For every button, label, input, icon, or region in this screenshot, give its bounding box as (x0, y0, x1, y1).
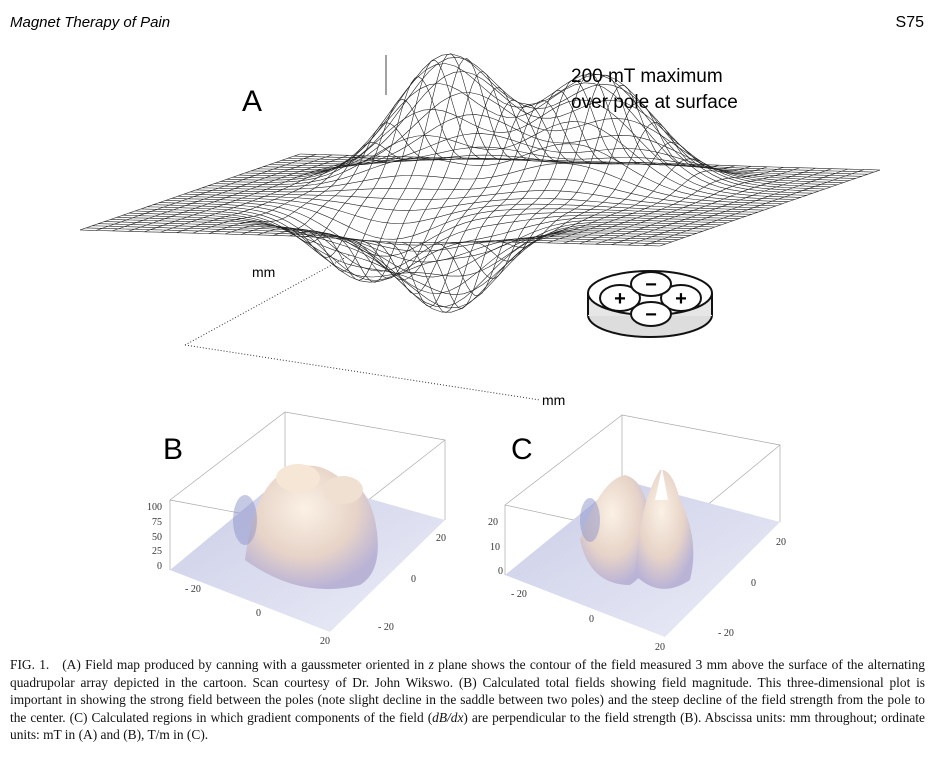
mesh-line (353, 99, 574, 281)
z-tick-label: 100 (147, 502, 162, 513)
z-tick-label: 10 (490, 542, 500, 553)
mesh-line (220, 99, 801, 198)
mesh-line (418, 79, 639, 309)
mesh-line (96, 154, 317, 231)
mesh-line (79, 153, 301, 231)
mesh-line (450, 74, 671, 279)
caption-variable: dB/dx (432, 709, 464, 725)
y-tick-label: 0 (411, 574, 416, 585)
x-tick-label: - 20 (185, 584, 201, 595)
mesh-line (273, 59, 494, 272)
x-tick-label: - 20 (511, 589, 527, 600)
y-tick-label: - 20 (718, 628, 734, 639)
caption-text: ) are perpendicular to the field strengt… (10, 709, 925, 743)
mesh-line (128, 155, 349, 232)
mesh-line (482, 102, 703, 248)
mesh-line (547, 166, 768, 244)
mesh-line (86, 227, 667, 246)
y-tick-label: 20 (776, 537, 786, 548)
z-tick-label: 75 (152, 517, 162, 528)
pole-sign: − (645, 274, 657, 296)
mesh-line (563, 167, 784, 244)
z-tick-label: 25 (152, 546, 162, 557)
mesh-line (386, 100, 607, 308)
caption-text: (A) Field map produced by canning with a… (62, 657, 429, 672)
pole-sign: + (675, 288, 687, 310)
z-tick-label: 50 (152, 532, 162, 543)
mesh-line (79, 229, 661, 247)
mesh-line (208, 142, 429, 234)
mesh-line (514, 141, 736, 243)
x-tick-label: 20 (655, 642, 665, 650)
mesh-line (196, 178, 777, 207)
field-mesh (79, 53, 881, 313)
mesh-line (659, 169, 881, 247)
mesh-line (643, 169, 864, 246)
x-tick-label: 0 (589, 614, 594, 625)
figure-caption: FIG. 1. (A) Field map produced by cannin… (10, 656, 925, 744)
pole-sign: + (614, 288, 626, 310)
x-axis (184, 344, 541, 401)
mesh-line (611, 168, 832, 245)
axis-label: mm (542, 392, 565, 408)
field-surface (580, 468, 694, 589)
mesh-line (104, 221, 685, 278)
mesh-line (627, 168, 848, 246)
caption-label: FIG. 1. (10, 657, 50, 672)
x-tick-label: 20 (320, 636, 330, 647)
mesh-line (466, 85, 687, 262)
mesh-line (293, 155, 874, 173)
mesh-line (402, 90, 623, 313)
z-tick-label: 20 (488, 517, 498, 528)
mesh-line (160, 155, 381, 233)
panel-label: A (242, 85, 262, 118)
figure: Magnet Therapy of Pain S75 A 200 mT maxi… (10, 14, 925, 650)
mesh-line (531, 158, 752, 243)
running-title: Magnet Therapy of Pain (10, 14, 170, 31)
mesh-line (257, 76, 478, 258)
mesh-line (369, 104, 591, 295)
x-tick-label: 0 (256, 608, 261, 619)
mesh-line (144, 155, 365, 233)
z-tick-label: 0 (157, 561, 162, 572)
y-tick-label: - 20 (378, 622, 394, 633)
magnet-cartoon (587, 270, 713, 338)
mesh-line (112, 154, 333, 232)
mesh-line (337, 87, 558, 274)
panel-label: B (163, 433, 183, 466)
mesh-line (579, 167, 800, 245)
mesh-line (321, 71, 542, 279)
y-axis (184, 254, 351, 346)
mesh-line (241, 98, 462, 243)
z-tick-label: 0 (498, 566, 503, 577)
mesh-line (176, 156, 397, 233)
annotation: 200 mT maximum (571, 66, 723, 87)
panel-label: C (511, 433, 533, 466)
mesh-line (305, 58, 526, 283)
mesh-line (595, 167, 816, 245)
y-tick-label: 0 (751, 578, 756, 589)
mesh-line (189, 190, 771, 209)
page-number: S75 (896, 14, 925, 31)
mesh-line (289, 53, 510, 281)
axis-label: mm (252, 264, 275, 280)
y-tick-label: 20 (436, 533, 446, 544)
mesh-line (498, 122, 719, 243)
mesh-line (434, 73, 655, 297)
annotation: over pole at surface (571, 92, 738, 113)
mesh-line (224, 122, 446, 235)
caption-variable: z (428, 657, 434, 672)
mesh-line (192, 156, 413, 234)
caption-text: plane shows the contour of the field mea… (10, 657, 925, 725)
pole-sign: − (645, 304, 657, 326)
field-surface (233, 464, 378, 590)
